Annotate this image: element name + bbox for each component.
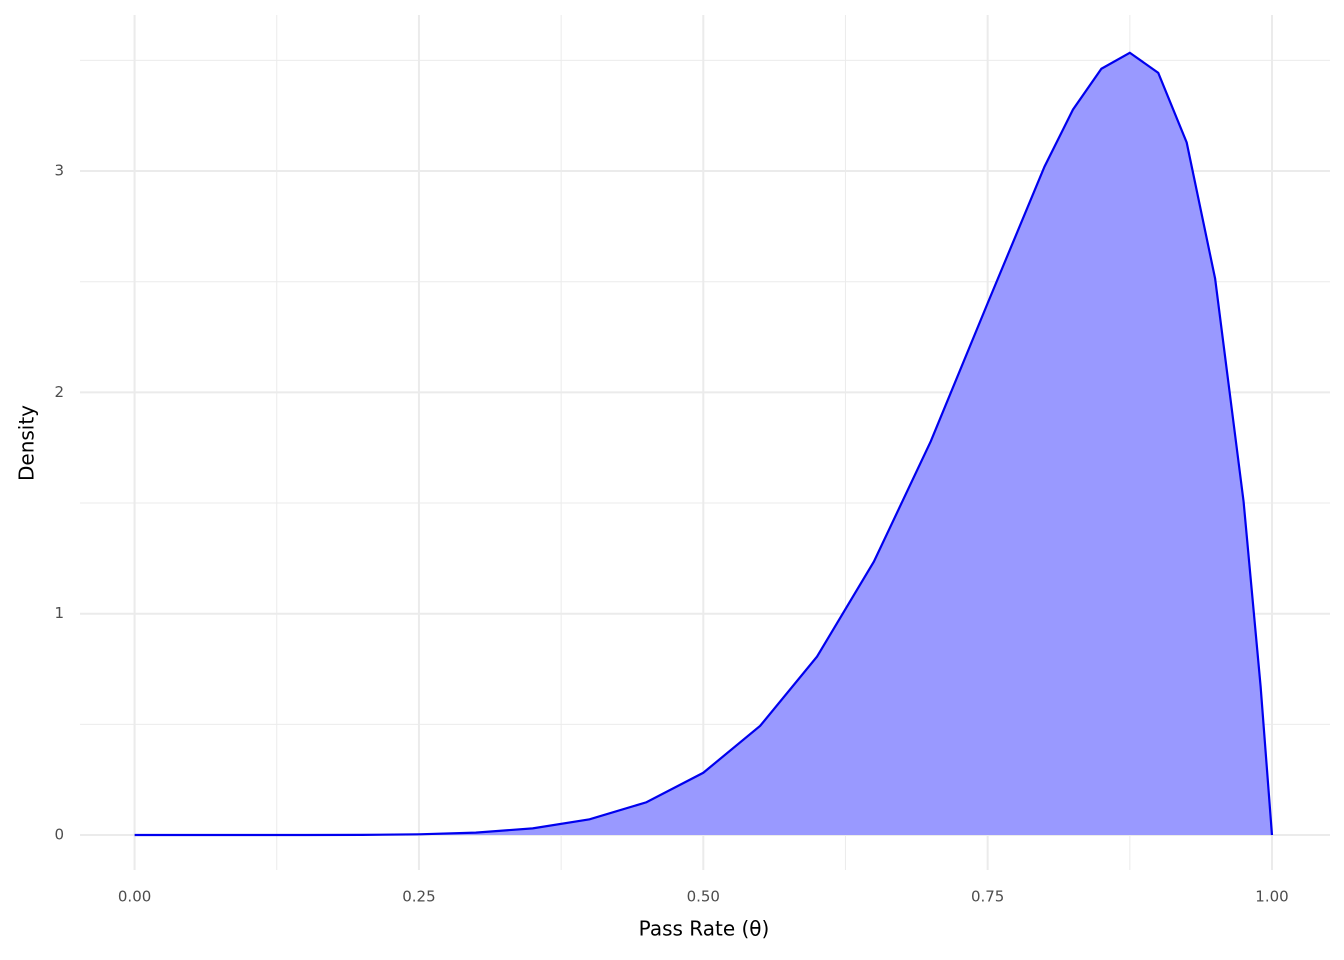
density-line xyxy=(134,51,1274,837)
y-tick-label: 0 xyxy=(54,826,64,844)
x-tick-label: 0.50 xyxy=(687,888,720,906)
x-tick-label: 1.00 xyxy=(1255,888,1288,906)
x-tick-label: 0.75 xyxy=(971,888,1004,906)
y-tick-label: 3 xyxy=(54,162,64,180)
y-tick-label: 1 xyxy=(54,604,64,622)
x-axis-title: Pass Rate (θ) xyxy=(639,917,770,941)
y-tick-label: 2 xyxy=(54,383,64,401)
density-area xyxy=(134,52,1272,836)
y-axis-title: Density xyxy=(15,405,39,481)
x-tick-label: 0.00 xyxy=(118,888,151,906)
x-tick-label: 0.25 xyxy=(402,888,435,906)
